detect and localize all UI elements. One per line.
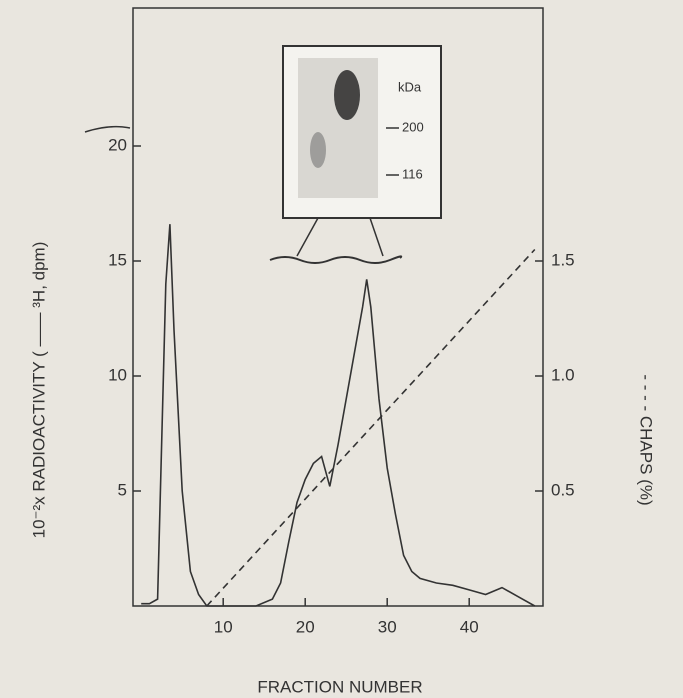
y-tick-label: 10	[108, 365, 127, 384]
gel-band	[334, 70, 360, 120]
y2-axis-label: - - - - CHAPS (%)	[637, 374, 656, 505]
y-tick-label: 20	[108, 135, 127, 154]
y-tick-label: 15	[108, 250, 127, 269]
gel-inset: kDa 200 116	[84, 45, 442, 264]
y2-tick-label: 1.0	[551, 365, 575, 384]
connector	[296, 217, 319, 257]
y2-tick-label: 0.5	[551, 480, 575, 499]
break-mark	[84, 125, 131, 133]
gel-smear	[310, 132, 326, 168]
y-axis-label: 10⁻²x RADIOACTIVITY ( —— ³H, dpm)	[29, 242, 48, 539]
y2-tick-label: 1.5	[551, 250, 575, 269]
inset-marker: 116	[402, 166, 423, 181]
inset-unit: kDa	[398, 79, 422, 94]
x-tick-label: 20	[296, 617, 315, 636]
connector	[369, 217, 384, 257]
break-mark	[269, 255, 403, 264]
inset-marker: 200	[402, 119, 424, 134]
x-tick-label: 10	[214, 617, 233, 636]
chaps-line	[206, 248, 536, 607]
plot-frame	[132, 7, 544, 607]
x-axis-label: FRACTION NUMBER	[257, 677, 422, 696]
radioactivity-line	[141, 224, 536, 607]
y-tick-label: 5	[118, 480, 127, 499]
x-tick-label: 40	[460, 617, 479, 636]
x-tick-label: 30	[378, 617, 397, 636]
